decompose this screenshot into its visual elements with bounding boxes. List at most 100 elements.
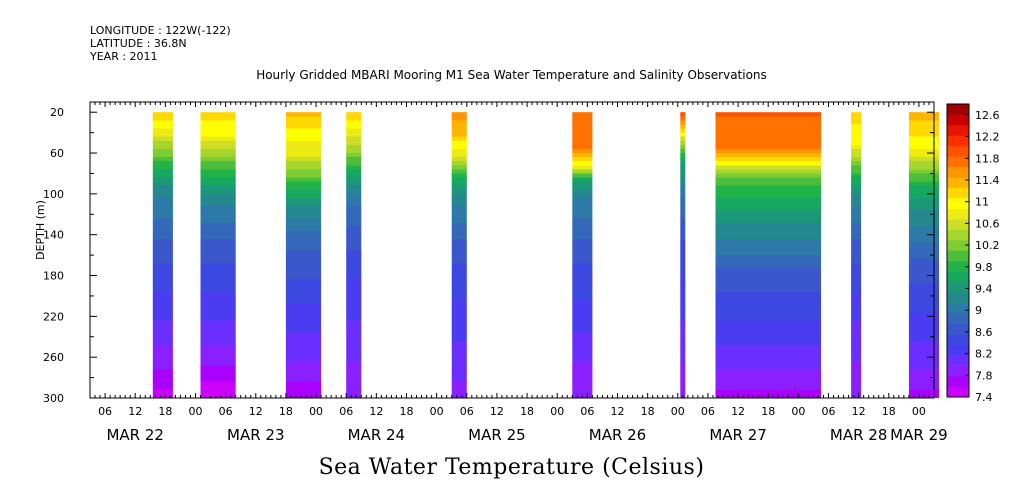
- colorbar-label: 9.8: [975, 261, 993, 274]
- longitude-label: LONGITUDE : 122W(-122): [90, 24, 231, 37]
- colorbar-frame: [946, 103, 970, 398]
- x-tick-label: 06: [339, 405, 353, 418]
- colorbar-label: 11.4: [975, 174, 1000, 187]
- colorbar-label: 11: [975, 196, 989, 209]
- colorbar-swatch: [947, 240, 969, 251]
- colorbar-swatch: [947, 166, 969, 178]
- x-tick-label: 12: [369, 405, 383, 418]
- x-day-label: MAR 25: [468, 426, 525, 444]
- colorbar-swatch: [947, 302, 969, 314]
- x-tick-label: 12: [490, 405, 504, 418]
- y-tick-label: 60: [50, 147, 64, 160]
- colorbar-swatch: [947, 114, 969, 126]
- colorbar-swatch: [947, 365, 969, 377]
- x-tick-label: 18: [882, 405, 896, 418]
- colorbar-swatch: [947, 250, 969, 262]
- colorbar-swatch: [947, 104, 969, 115]
- x-tick-label: 12: [731, 405, 745, 418]
- x-tick-label: 12: [611, 405, 625, 418]
- colorbar-label: 9.4: [975, 282, 993, 295]
- data-segment: [851, 112, 862, 398]
- colorbar-label: 12.6: [975, 109, 1000, 122]
- x-tick-label: 00: [430, 405, 444, 418]
- x-tick-label: 06: [219, 405, 233, 418]
- colorbar-swatch: [947, 145, 969, 157]
- colorbar-swatch: [947, 177, 969, 189]
- data-segment: [680, 112, 686, 398]
- chart-title: Hourly Gridded MBARI Mooring M1 Sea Wate…: [256, 68, 767, 82]
- colorbar-swatch: [947, 271, 969, 283]
- x-tick-label: 18: [279, 405, 293, 418]
- x-day-label: MAR 27: [709, 426, 766, 444]
- data-segment: [715, 112, 821, 398]
- x-tick-label: 00: [671, 405, 685, 418]
- data-segment: [152, 112, 173, 398]
- colorbar-label: 7.4: [975, 391, 993, 404]
- colorbar-swatch: [947, 156, 969, 168]
- colorbar-swatch: [947, 355, 969, 366]
- colorbar: 7.4 7.8 8.2 8.6 9 9.4 9.8 10.2 10.6 11 11.4 11.8 12.…: [946, 103, 1000, 404]
- x-tick-label: 12: [852, 405, 866, 418]
- y-tick-label: 300: [43, 392, 64, 405]
- y-tick-label: 100: [43, 188, 64, 201]
- colorbar-label: 9: [975, 304, 982, 317]
- y-tick-label: 140: [43, 229, 64, 242]
- x-tick-label: 18: [158, 405, 172, 418]
- x-tick-label: 00: [791, 405, 805, 418]
- colorbar-swatch: [947, 260, 969, 272]
- x-day-label: MAR 23: [227, 426, 284, 444]
- x-day-label: MAR 26: [589, 426, 646, 444]
- year-label: YEAR : 2011: [90, 50, 158, 63]
- colorbar-swatch: [947, 386, 969, 398]
- x-tick-label: 12: [128, 405, 142, 418]
- axes: 06 12 18 00 06 12 18 00 06 12 18 00 06 12 18 00 06 12 18 00…: [34, 101, 948, 444]
- y-axis-label: DEPTH (m): [34, 200, 47, 260]
- x-tick-label: 06: [822, 405, 836, 418]
- latitude-label: LATITUDE : 36.8N: [90, 37, 187, 50]
- x-day-label: MAR 29: [890, 426, 947, 444]
- x-tick-label: 18: [761, 405, 775, 418]
- colorbar-swatch: [947, 292, 969, 304]
- colorbar-label: 11.8: [975, 152, 1000, 165]
- x-tick-label: 18: [400, 405, 414, 418]
- data-segment: [200, 112, 236, 398]
- y-tick-label: 20: [50, 106, 64, 119]
- colorbar-label: 12.2: [975, 131, 1000, 144]
- colorbar-swatch: [947, 198, 969, 209]
- colorbar-label: 8.2: [975, 348, 993, 361]
- x-tick-label: 18: [641, 405, 655, 418]
- colorbar-swatch: [947, 208, 969, 220]
- x-tick-label: 00: [309, 405, 323, 418]
- colorbar-label: 10.2: [975, 239, 1000, 252]
- colorbar-label: 8.6: [975, 326, 993, 339]
- x-day-label: MAR 24: [348, 426, 405, 444]
- y-tick-label: 180: [43, 270, 64, 283]
- colorbar-swatch: [947, 376, 969, 387]
- x-tick-label: 12: [249, 405, 263, 418]
- colorbar-swatch: [947, 334, 969, 345]
- x-tick-label: 06: [460, 405, 474, 418]
- x-day-label: MAR 28: [830, 426, 887, 444]
- colorbar-swatch: [947, 323, 969, 335]
- y-tick-label: 260: [43, 351, 64, 364]
- data-segment: [451, 112, 467, 398]
- colorbar-swatch: [947, 344, 969, 356]
- y-tick-label: 220: [43, 310, 64, 323]
- colorbar-swatch: [947, 281, 969, 293]
- colorbar-swatch: [947, 219, 969, 230]
- x-tick-label: 00: [550, 405, 564, 418]
- data-segments: [152, 112, 939, 398]
- x-tick-label: 00: [189, 405, 203, 418]
- colorbar-label: 10.6: [975, 217, 1000, 230]
- x-tick-label: 00: [912, 405, 926, 418]
- x-tick-label: 06: [701, 405, 715, 418]
- colorbar-swatch: [947, 229, 969, 241]
- variable-title: Sea Water Temperature (Celsius): [318, 455, 705, 480]
- colorbar-label: 7.8: [975, 369, 993, 382]
- x-tick-label: 06: [580, 405, 594, 418]
- colorbar-swatch: [947, 135, 969, 147]
- data-segment: [285, 112, 322, 398]
- data-segment: [346, 112, 362, 398]
